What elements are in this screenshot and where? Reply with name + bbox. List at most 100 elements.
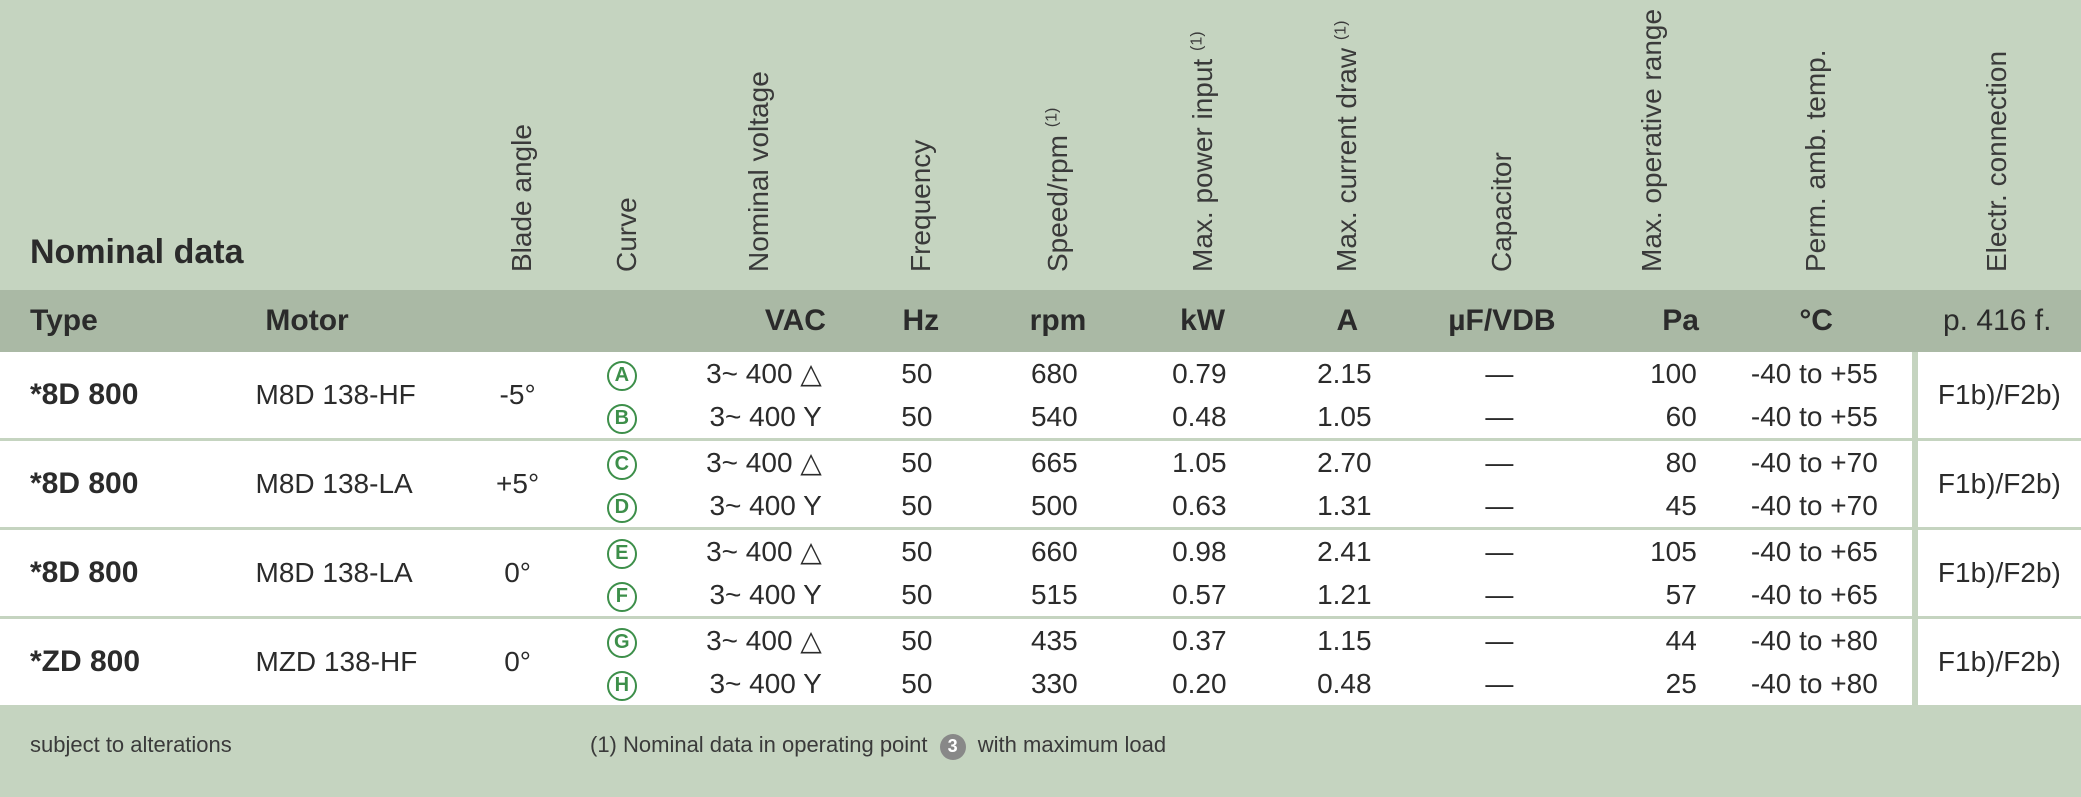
curve-cell: A [587,356,657,391]
unit-pa: Pa [1584,304,1719,338]
kw-cell: 0.48 [1127,401,1272,433]
type-cell: *ZD 800 [0,619,256,705]
connection-cell: F1b)/F2b) [1915,619,2081,705]
sub-row: B3~ 400 Y505400.481.05—60-40 to +55 [587,395,1912,438]
hz-cell: 50 [852,401,982,433]
sub-row: C3~ 400 △506651.052.70—80-40 to +70 [587,441,1912,484]
table-row: *ZD 800MZD 138-HF0°G3~ 400 △504350.371.1… [0,619,2081,708]
sub-rows: G3~ 400 △504350.371.15—44-40 to +80 H3~ 4… [587,619,1912,705]
sub-rows: E3~ 400 △506600.982.41—105-40 to +65F3~ … [587,530,1912,616]
voltage-cell: 3~ 400 △ [657,446,852,479]
header-temp: Perm. amb. temp. [1719,12,1914,272]
pa-cell: 105 [1582,536,1717,568]
pa-cell: 45 [1582,490,1717,522]
temp-cell: -40 to +55 [1717,401,1912,433]
header-kw: Max. power input (1) [1130,12,1275,272]
pa-cell: 60 [1582,401,1717,433]
voltage-cell: 3~ 400 △ [657,357,852,390]
kw-cell: 0.98 [1127,536,1272,568]
capacitor-cell: — [1417,490,1582,522]
temp-cell: -40 to +80 [1717,625,1912,657]
pa-cell: 80 [1582,447,1717,479]
kw-cell: 0.57 [1127,579,1272,611]
data-rows: *8D 800M8D 138-HF-5°A3~ 400 △506800.792.… [0,352,2081,708]
curve-cell: D [587,488,657,523]
header-voltage: Nominal voltage [661,12,856,272]
sub-row: G3~ 400 △504350.371.15—44-40 to +80 [587,619,1912,662]
header-pa: Max. operative range [1584,12,1719,272]
unit-a: A [1275,304,1420,338]
capacitor-cell: — [1417,579,1582,611]
blade-angle-cell: -5° [448,352,586,438]
rpm-cell: 540 [982,401,1127,433]
table-row: *8D 800M8D 138-HF-5°A3~ 400 △506800.792.… [0,352,2081,441]
unit-kw: kW [1130,304,1275,338]
a-cell: 1.21 [1272,579,1417,611]
unit-hz: Hz [856,304,986,338]
voltage-cell: 3~ 400 Y [657,668,852,700]
connection-cell: F1b)/F2b) [1915,441,2081,527]
rpm-cell: 500 [982,490,1127,522]
curve-badge-icon: D [607,493,637,523]
sub-row: E3~ 400 △506600.982.41—105-40 to +65 [587,530,1912,573]
capacitor-cell: — [1417,358,1582,390]
rpm-cell: 680 [982,358,1127,390]
sub-rows: A 3~ 400 △506800.792.15—100-40 to +55 B 3~ … [587,352,1912,438]
type-cell: *8D 800 [0,530,256,616]
unit-voltage: VAC [661,304,856,338]
hz-cell: 50 [852,536,982,568]
connection-cell: F1b)/F2b) [1915,530,2081,616]
unit-connection: p. 416 f. [1913,304,2081,338]
curve-badge-icon: B [607,404,637,434]
a-cell: 1.31 [1272,490,1417,522]
nominal-data-table: Nominal data Blade angle Curve Nominal v… [0,0,2081,784]
capacitor-cell: — [1417,536,1582,568]
rpm-cell: 515 [982,579,1127,611]
voltage-cell: 3~ 400 Y [657,579,852,611]
unit-rpm: rpm [986,304,1131,338]
a-cell: 2.15 [1272,358,1417,390]
table-row: *8D 800M8D 138-LA+5°C3~ 400 △506651.052.… [0,441,2081,530]
sub-rows: C3~ 400 △506651.052.70—80-40 to +70D3~ 4… [587,441,1912,527]
kw-cell: 0.63 [1127,490,1272,522]
voltage-cell: 3~ 400 △ [657,624,852,657]
curve-badge-icon: A [607,361,637,391]
voltage-cell: 3~ 400 Y [657,401,852,433]
rpm-cell: 330 [982,668,1127,700]
a-cell: 2.70 [1272,447,1417,479]
curve-cell: C [587,445,657,480]
type-cell: *8D 800 [0,441,256,527]
unit-capacitor: µF/VDB [1420,304,1585,338]
unit-motor: Motor [257,304,452,338]
blade-angle-cell: 0° [448,619,586,705]
rpm-cell: 435 [982,625,1127,657]
temp-cell: -40 to +65 [1717,579,1912,611]
kw-cell: 0.20 [1127,668,1272,700]
header-a: Max. current draw (1) [1275,12,1420,272]
table-row: *8D 800M8D 138-LA0°E3~ 400 △506600.982.4… [0,530,2081,619]
voltage-cell: 3~ 400 △ [657,535,852,568]
pa-cell: 25 [1582,668,1717,700]
a-cell: 1.15 [1272,625,1417,657]
a-cell: 1.05 [1272,401,1417,433]
motor-cell: M8D 138-LA [256,441,449,527]
curve-cell: B [587,399,657,434]
header-motor [257,12,452,272]
motor-cell: MZD 138-HF [256,619,449,705]
rpm-cell: 665 [982,447,1127,479]
curve-badge-icon: E [607,539,637,569]
pa-cell: 100 [1582,358,1717,390]
unit-type: Type [0,304,257,338]
header-curve: Curve [592,12,662,272]
kw-cell: 0.79 [1127,358,1272,390]
footer-note: (1) Nominal data in operating point 3 wi… [590,732,1166,760]
curve-cell: H [587,666,657,701]
sub-row: D3~ 400 Y505000.631.31—45-40 to +70 [587,484,1912,527]
temp-cell: -40 to +65 [1717,536,1912,568]
temp-cell: -40 to +80 [1717,668,1912,700]
motor-cell: M8D 138-LA [256,530,449,616]
curve-cell: G [587,623,657,658]
hz-cell: 50 [852,490,982,522]
table-title: Nominal data [0,233,257,272]
blade-angle-cell: 0° [448,530,586,616]
